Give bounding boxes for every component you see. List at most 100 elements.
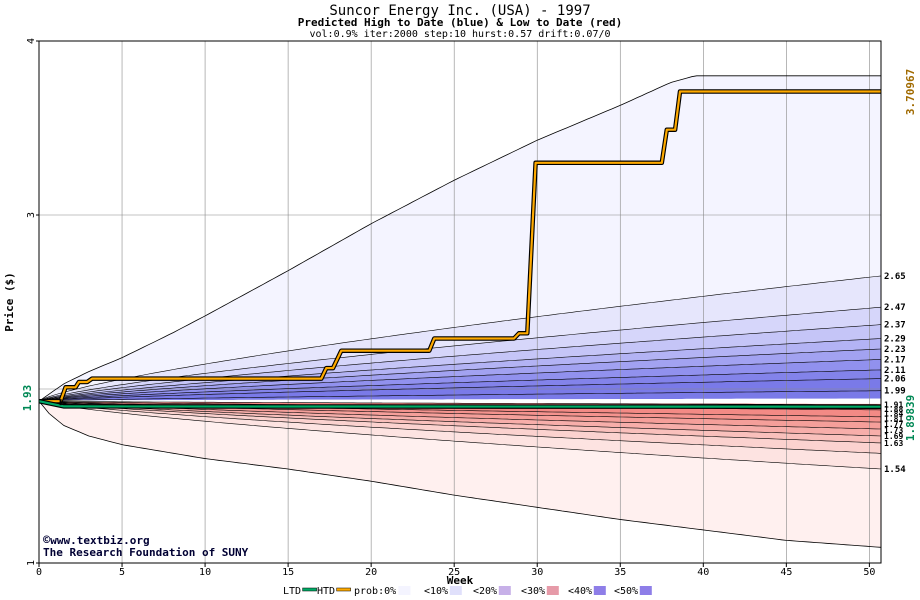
credit-site-text: www.textbiz.org xyxy=(50,534,149,547)
legend-label-3: <10% xyxy=(424,586,448,597)
high-contour-label-4: 2.23 xyxy=(884,345,906,355)
high-contour-label-3: 2.29 xyxy=(884,335,906,345)
low-contour-label-4: 1.77 xyxy=(884,420,903,429)
high-contour-label-5: 2.17 xyxy=(884,355,906,365)
low-prob-band-4 xyxy=(39,401,881,436)
low-prob-band-6 xyxy=(39,401,881,423)
probability-bands xyxy=(39,75,881,548)
legend-swatch-1 xyxy=(336,587,351,592)
x-tick-label-45: 45 xyxy=(780,567,792,578)
legend-swatch-2 xyxy=(398,586,411,595)
legend-label-6: <40% xyxy=(568,586,592,597)
high-contour-0 xyxy=(38,275,882,402)
copyright-icon: © xyxy=(43,533,51,547)
high-contour-label-1: 2.47 xyxy=(884,303,906,313)
envelope-lower-line xyxy=(38,400,882,548)
low-contour-8 xyxy=(38,400,882,470)
high-contour-label-6: 2.11 xyxy=(884,366,906,376)
current-price-label: 1.93 xyxy=(21,385,34,412)
x-tick-label-0: 0 xyxy=(36,567,42,578)
low-contour-5 xyxy=(38,400,882,437)
low-contour-label-1: 1.88 xyxy=(884,405,903,414)
legend-swatch-5 xyxy=(546,586,559,595)
high-prob-band-0 xyxy=(39,75,881,402)
high-prob-band-3 xyxy=(39,324,881,402)
legend-label-7: <50% xyxy=(614,586,638,597)
x-tick-label-40: 40 xyxy=(697,567,709,578)
low-contour-label-3: 1.81 xyxy=(884,415,903,424)
high-contour-label-2: 2.37 xyxy=(884,321,906,331)
high-contour-2 xyxy=(38,324,882,402)
x-axis-label: Week xyxy=(447,574,474,587)
legend-swatch-7 xyxy=(639,586,652,595)
x-tick-label-35: 35 xyxy=(614,567,626,578)
low-prob-band-0 xyxy=(39,401,881,548)
low-to-date-label: 1.89839 xyxy=(904,395,917,441)
high-prob-band-6 xyxy=(39,359,881,402)
high-prob-band-2 xyxy=(39,307,881,402)
low-prob-band-2 xyxy=(39,401,881,454)
high-prob-band-9 xyxy=(39,390,881,402)
low-contour-6 xyxy=(38,400,882,444)
low-contour-label-7: 1.63 xyxy=(884,439,903,448)
x-tick-label-10: 10 xyxy=(199,567,211,578)
legend-swatch-4 xyxy=(498,586,511,595)
series-lines xyxy=(38,89,882,409)
y-axis-ticks: 1 3 4 xyxy=(26,38,39,566)
htd-line xyxy=(39,90,881,403)
chart-params: vol:0.9% iter:2000 step:10 hurst:0.57 dr… xyxy=(309,29,610,40)
high-contour-5 xyxy=(38,359,882,402)
credit-site: ©www.textbiz.org xyxy=(43,533,150,547)
legend-label-1: HTD xyxy=(317,586,335,597)
high-prob-band-8 xyxy=(39,378,881,402)
x-tick-label-50: 50 xyxy=(863,567,875,578)
median-white-band xyxy=(39,398,881,404)
high-contour-label-0: 2.65 xyxy=(884,272,906,282)
low-contour-label-8: 1.54 xyxy=(884,465,906,475)
high-contour-3 xyxy=(38,338,882,402)
x-tick-label-25: 25 xyxy=(448,567,460,578)
low-prob-band-1 xyxy=(39,401,881,469)
chart-subtitle: Predicted High to Date (blue) & Low to D… xyxy=(298,16,623,29)
x-tick-label-15: 15 xyxy=(282,567,294,578)
right-contour-labels: 2.65 2.47 2.37 2.292.232.172.112.06 1.99 1.91… xyxy=(884,272,906,475)
envelope-upper-line xyxy=(38,75,881,402)
y-tick-label-4: 4 xyxy=(26,38,37,44)
legend-label-2: prob:0% xyxy=(354,586,396,597)
high-contour-label-8: 1.99 xyxy=(884,387,906,397)
legend-swatch-0 xyxy=(302,587,317,592)
legend-label-4: <20% xyxy=(473,586,497,597)
x-axis-ticks: 0 5 10 15 20 25 30 35 40 45 50 xyxy=(36,563,875,578)
credit-org: The Research Foundation of SUNY xyxy=(43,546,249,559)
legend-label-5: <30% xyxy=(521,586,545,597)
y-tick-label-3: 3 xyxy=(26,212,37,218)
high-contour-label-7: 2.06 xyxy=(884,375,906,385)
y-axis-label: Price ($) xyxy=(3,272,16,332)
high-prob-band-5 xyxy=(39,349,881,402)
plot-frame xyxy=(38,40,882,564)
x-tick-label-20: 20 xyxy=(365,567,377,578)
low-contour-label-0: 1.91 xyxy=(884,401,903,410)
x-tick-label-5: 5 xyxy=(119,567,125,578)
high-prob-band-7 xyxy=(39,369,881,402)
low-contour-label-5: 1.73 xyxy=(884,426,903,435)
low-contour-0 xyxy=(38,400,882,405)
low-contour-label-6: 1.69 xyxy=(884,432,903,441)
high-contour-4 xyxy=(38,348,882,402)
x-tick-label-30: 30 xyxy=(531,567,543,578)
low-prob-band-5 xyxy=(39,401,881,429)
low-contour-7 xyxy=(38,400,882,454)
high-contour-8 xyxy=(38,390,882,402)
grid-lines xyxy=(39,41,881,563)
max-predicted-label: 3.70967 xyxy=(904,69,917,115)
y-tick-label-1: 1 xyxy=(26,560,37,566)
legend-label-0: LTD xyxy=(283,586,301,597)
legend: LTD HTD prob:0% <10% <20% <30% <40% <50% xyxy=(283,586,652,597)
ltd-line xyxy=(38,400,882,408)
legend-swatch-3 xyxy=(449,586,462,595)
high-contour-6 xyxy=(38,369,882,402)
low-contour-label-2: 1.84 xyxy=(884,409,903,418)
high-contour-7 xyxy=(38,378,882,402)
chart-title: Suncor Energy Inc. (USA) - 1997 xyxy=(329,3,590,19)
